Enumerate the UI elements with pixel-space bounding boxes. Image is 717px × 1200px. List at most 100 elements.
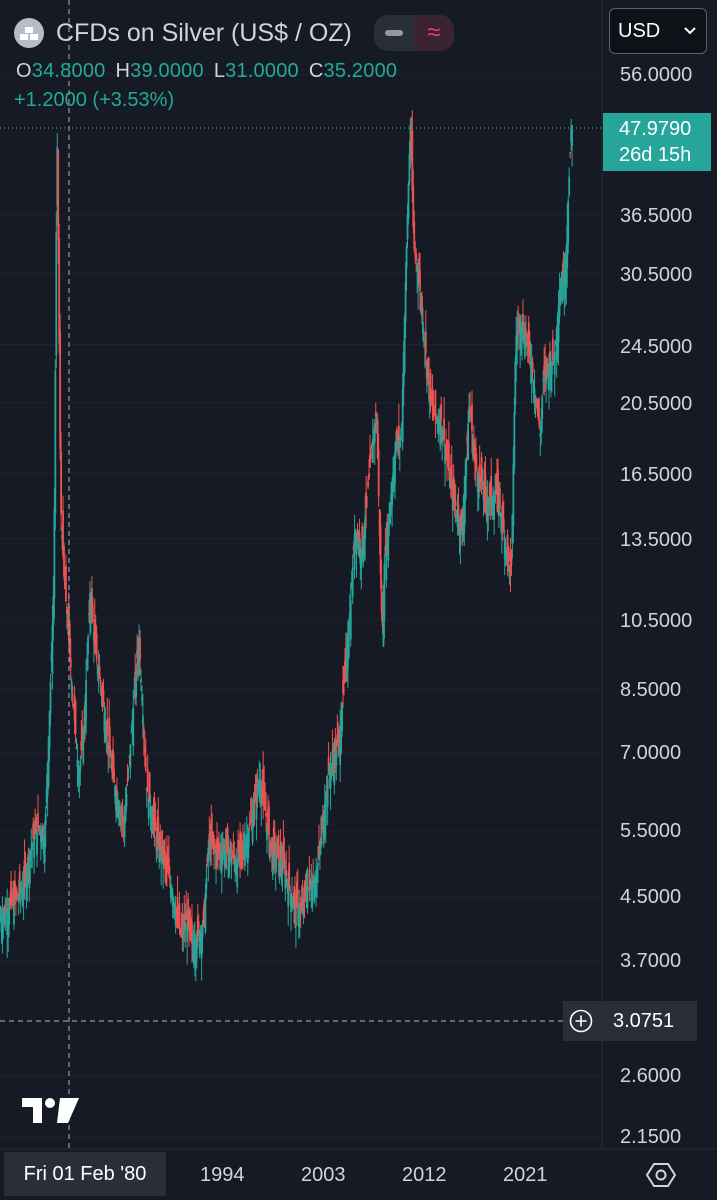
candle-body [472,441,474,457]
candle-body [227,852,230,879]
candle-body [29,852,32,860]
candle-body [413,221,416,250]
candle-body [46,762,49,796]
candle-body [522,314,524,329]
candle-body [209,840,212,861]
price-label: 20.5000 [620,393,693,415]
candle-body [571,125,573,147]
candle-body [528,340,531,357]
chart-grid [0,74,600,1139]
candle-body [531,361,534,374]
chart-header: CFDs on Silver (US$ / OZ) ≈ [14,14,454,52]
candle-body [338,729,341,739]
candle-body [59,331,62,449]
candle-body [549,352,551,364]
candle-body [146,769,149,793]
candle-body [424,331,427,353]
candle-body [464,476,467,502]
candle-body [305,888,308,897]
candle-body [353,533,356,570]
candle-body [24,866,27,875]
crosshair-price-badge[interactable]: 3.0751 [563,1001,697,1041]
candle-body [304,882,307,890]
candle-body [77,772,80,786]
chart-type-toggle[interactable]: ≈ [373,15,454,51]
wave-icon[interactable]: ≈ [413,15,454,51]
line-icon[interactable] [373,15,414,51]
silver-bars-icon[interactable] [14,18,44,48]
candle-body [270,837,273,851]
last-price-value: 47.9790 [619,118,692,140]
candle-body [412,186,415,227]
low-label: L [213,60,226,82]
price-label: 10.5000 [620,610,693,632]
candle-body [241,843,243,850]
candle-body [104,720,107,740]
candle-body [256,777,259,790]
currency-select[interactable]: USD [609,8,707,54]
candle-body [243,841,246,866]
candle-body [56,147,59,207]
candle-body [222,843,225,851]
candle-body [471,404,473,432]
candle-body [177,919,180,925]
candle-body [521,324,523,342]
candle-body [543,365,546,377]
settings-icon[interactable] [646,1161,676,1189]
candle-body [229,840,232,856]
candle-body [94,624,97,654]
candle-body [168,876,171,879]
candle-body [139,637,141,661]
candle-body [322,812,325,844]
candle-body [336,734,339,746]
candle-body [426,358,429,374]
candle-body [206,856,209,863]
candle-body [317,862,319,867]
candle-body [247,830,250,848]
candle-body [192,941,195,965]
candle-body [503,537,506,559]
candle-body [454,501,457,507]
candle-body [414,252,417,256]
plus-circle-icon[interactable] [569,1009,593,1033]
candle-body [477,475,480,499]
candle-body [554,340,557,346]
candle-body [214,845,216,851]
low-value: 31.0000 [225,60,299,82]
candle-body [81,728,84,741]
candle-body [207,847,210,863]
candle-body [133,694,136,697]
candle-body [541,396,544,419]
symbol-title[interactable]: CFDs on Silver (US$ / OZ) [56,18,352,47]
candle-body [556,317,559,349]
candle-body [306,887,309,909]
candle-body [137,645,139,663]
candle-body [459,523,462,545]
candle-body [333,755,336,785]
candle-body [416,266,419,273]
candle-body [337,730,340,743]
time-label: 2012 [402,1164,447,1186]
candle-body [48,711,51,748]
candle-body [524,334,526,357]
candle-body [90,588,93,612]
candle-body [384,545,387,554]
candle-body [434,390,437,419]
candle-body [129,744,132,769]
candle-body [269,841,272,848]
candle-body [11,901,13,903]
candle-body [447,442,450,472]
candle-body [66,626,69,628]
candle-body [373,423,376,443]
candle-body [264,804,267,811]
candle-body [64,574,66,589]
candle-body [548,364,550,391]
time-label: 1994 [200,1164,245,1186]
candle-body [55,231,58,356]
candle-body [324,795,327,826]
candle-body [294,906,297,927]
candle-body [242,840,244,848]
candle-body [141,697,143,701]
candle-body [98,666,101,679]
